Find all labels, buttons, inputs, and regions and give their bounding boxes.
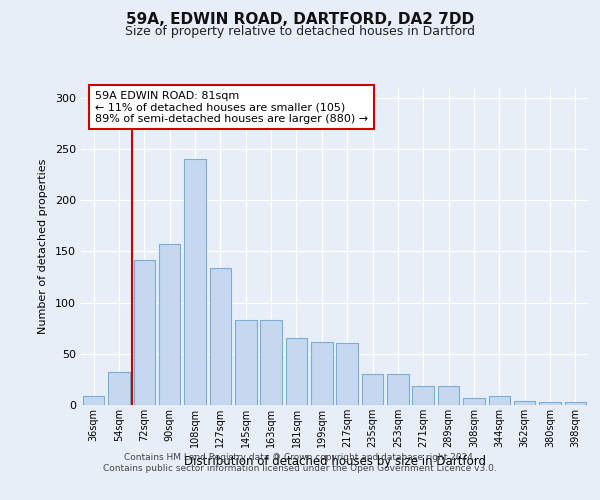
Text: Size of property relative to detached houses in Dartford: Size of property relative to detached ho…: [125, 25, 475, 38]
Bar: [565, 402, 586, 405]
Bar: [83, 396, 104, 405]
Text: 59A EDWIN ROAD: 81sqm
← 11% of detached houses are smaller (105)
89% of semi-det: 59A EDWIN ROAD: 81sqm ← 11% of detached …: [95, 90, 368, 124]
Bar: [412, 386, 434, 405]
X-axis label: Distribution of detached houses by size in Dartford: Distribution of detached houses by size …: [184, 456, 485, 468]
Y-axis label: Number of detached properties: Number of detached properties: [38, 158, 48, 334]
Bar: [438, 386, 460, 405]
Bar: [134, 260, 155, 405]
Bar: [184, 159, 206, 405]
Bar: [108, 372, 130, 405]
Bar: [286, 338, 307, 405]
Text: Contains public sector information licensed under the Open Government Licence v3: Contains public sector information licen…: [103, 464, 497, 473]
Bar: [235, 320, 257, 405]
Bar: [488, 396, 510, 405]
Bar: [159, 244, 181, 405]
Bar: [260, 320, 282, 405]
Bar: [362, 374, 383, 405]
Bar: [387, 374, 409, 405]
Bar: [311, 342, 332, 405]
Bar: [514, 401, 535, 405]
Bar: [539, 402, 561, 405]
Text: Contains HM Land Registry data © Crown copyright and database right 2024.: Contains HM Land Registry data © Crown c…: [124, 452, 476, 462]
Bar: [463, 398, 485, 405]
Text: 59A, EDWIN ROAD, DARTFORD, DA2 7DD: 59A, EDWIN ROAD, DARTFORD, DA2 7DD: [126, 12, 474, 28]
Bar: [337, 342, 358, 405]
Bar: [209, 268, 231, 405]
